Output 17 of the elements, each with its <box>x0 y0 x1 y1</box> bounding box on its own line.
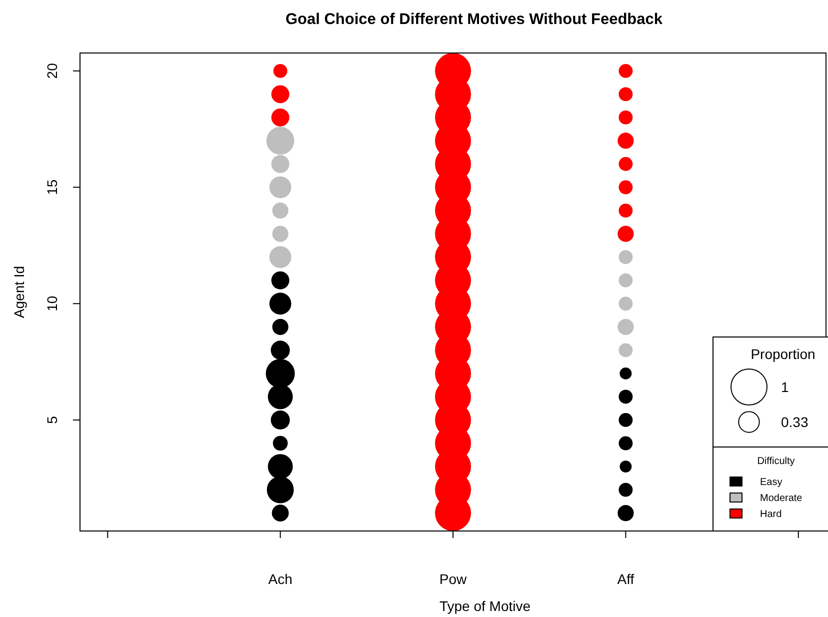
chart-title: Goal Choice of Different Motives Without Feedback <box>285 11 663 28</box>
x-tick-label: Pow <box>439 571 468 587</box>
legend-label: Easy <box>760 477 782 488</box>
legend-label: 0.33 <box>781 414 808 430</box>
x-tick-label: Aff <box>617 571 634 587</box>
legend-label: 1 <box>781 379 789 395</box>
y-tick-label: 10 <box>44 296 60 312</box>
y-tick-label: 20 <box>44 62 60 79</box>
y-axis-title: Agent Id <box>11 266 27 318</box>
y-tick-label: 5 <box>44 416 60 424</box>
legend-label: Moderate <box>760 493 803 504</box>
y-tick-label: 15 <box>44 179 60 196</box>
legend-title: Difficulty <box>757 456 795 467</box>
legend-label: Hard <box>760 509 782 520</box>
x-tick-label: Ach <box>268 571 292 587</box>
annotation: Proportion <box>750 346 816 362</box>
x-axis-title: Type of Motive <box>439 598 531 614</box>
